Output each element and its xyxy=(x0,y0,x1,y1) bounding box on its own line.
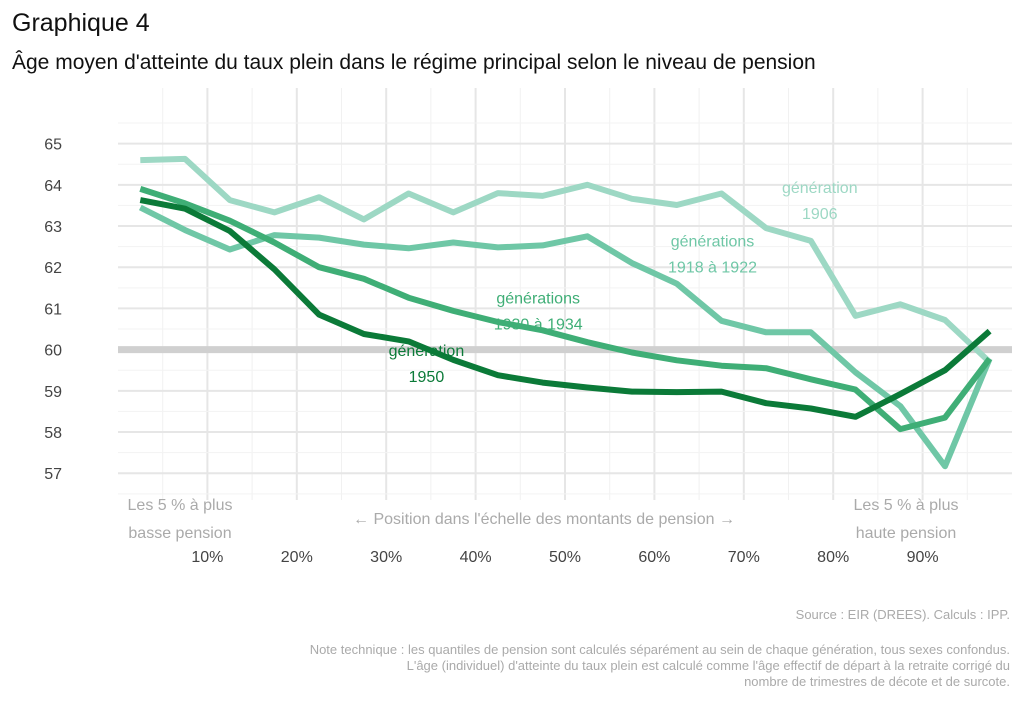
gridlines xyxy=(118,88,1012,500)
annotation-right-line-1: Les 5 % à plus xyxy=(854,497,959,514)
series-label-0: génération xyxy=(782,180,858,197)
y-tick-label: 64 xyxy=(44,178,62,195)
y-tick-label: 59 xyxy=(44,384,62,401)
series-label-2: 1930 à 1934 xyxy=(494,316,583,333)
y-tick-label: 60 xyxy=(44,343,62,360)
technical-note-line-2: L'âge (individuel) d'atteinte du taux pl… xyxy=(407,658,1010,673)
series-label-2: générations xyxy=(496,290,580,307)
series-label-1: générations xyxy=(671,234,755,251)
technical-note-line-3: nombre de trimestres de décote et de sur… xyxy=(744,674,1010,689)
source-note: Source : EIR (DREES). Calculs : IPP. xyxy=(796,607,1010,622)
annotation-left-line-1: Les 5 % à plus xyxy=(128,497,233,514)
annotation-left-line-2: basse pension xyxy=(128,525,231,542)
y-tick-label: 61 xyxy=(44,301,62,318)
chart-title: Graphique 4 xyxy=(12,9,150,37)
series-line-0 xyxy=(140,155,992,365)
series-line-1 xyxy=(138,204,993,470)
x-tick-label: 70% xyxy=(728,549,760,566)
technical-note-line-1: Note technique : les quantiles de pensio… xyxy=(310,642,1010,657)
y-tick-label: 63 xyxy=(44,219,62,236)
x-axis-ticks: 10% 20% 30% 40% 50% 60% 70% 80% 90% xyxy=(191,549,938,566)
x-tick-label: 80% xyxy=(817,549,849,566)
series-label-3: génération xyxy=(389,343,465,360)
series-label-0: 1906 xyxy=(802,206,838,223)
y-tick-label: 58 xyxy=(44,425,62,442)
series-line-3 xyxy=(139,197,992,420)
x-tick-label: 10% xyxy=(191,549,223,566)
series-label-1: 1918 à 1922 xyxy=(668,260,757,277)
y-tick-label: 57 xyxy=(44,466,62,483)
annotation-right-line-2: haute pension xyxy=(856,525,957,542)
x-tick-label: 50% xyxy=(549,549,581,566)
series-labels: génération 1906 générations 1918 à 1922 géné… xyxy=(389,180,858,386)
x-tick-label: 60% xyxy=(638,549,670,566)
x-tick-label: 30% xyxy=(370,549,402,566)
chart-subtitle: Âge moyen d'atteinte du taux plein dans … xyxy=(12,51,816,74)
y-tick-label: 62 xyxy=(44,260,62,277)
series-lines xyxy=(138,155,993,470)
series-line-2 xyxy=(139,186,992,433)
y-tick-label: 65 xyxy=(44,137,62,154)
series-label-3: 1950 xyxy=(409,369,445,386)
x-tick-label: 20% xyxy=(281,549,313,566)
x-tick-label: 40% xyxy=(460,549,492,566)
annotation-axis-direction: ← Position dans l'échelle des montants d… xyxy=(353,511,735,528)
x-tick-label: 90% xyxy=(907,549,939,566)
y-axis-ticks: 57 58 59 60 61 62 63 64 65 xyxy=(44,137,62,484)
